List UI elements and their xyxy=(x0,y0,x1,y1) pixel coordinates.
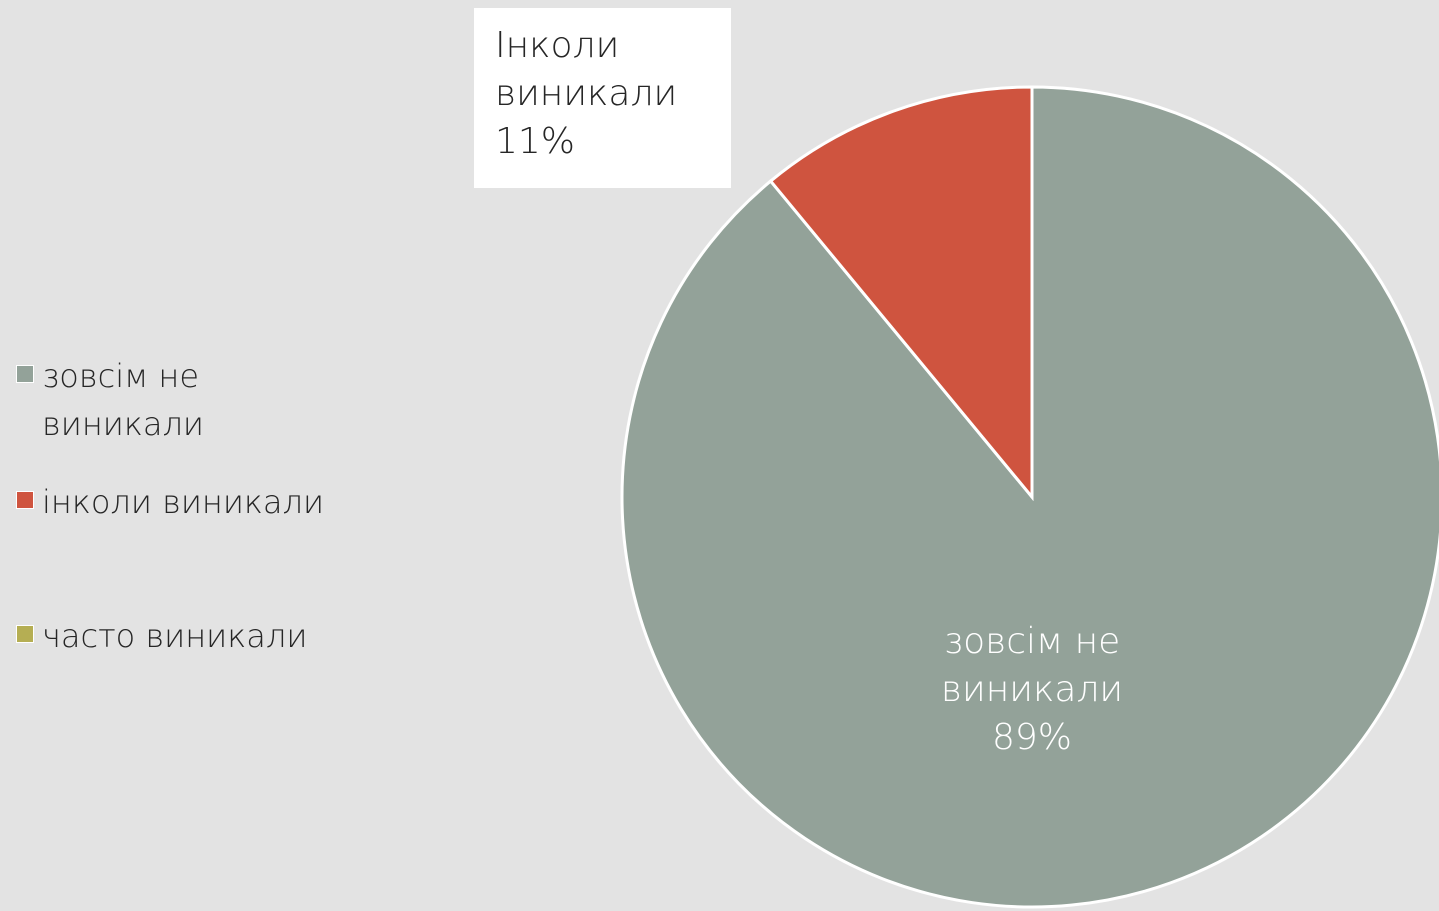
legend-swatch xyxy=(16,625,34,643)
data-label-value: 11% xyxy=(495,121,576,162)
data-label-name: Інколи виникали xyxy=(495,25,678,114)
data-label: зовсім не виникали 89% xyxy=(882,618,1182,762)
legend-label: інколи виникали xyxy=(42,483,325,521)
data-label: Інколи виникали 11% xyxy=(495,22,695,166)
legend-item: інколи виникали xyxy=(16,478,372,526)
legend-label: зовсім не виникали xyxy=(42,357,204,443)
pie-slice xyxy=(768,85,1034,502)
legend-swatch xyxy=(16,365,34,383)
data-label-value: 89% xyxy=(991,717,1072,758)
legend-item: зовсім не виникали xyxy=(16,352,262,448)
data-label-box xyxy=(474,8,731,188)
legend-label: часто виникали xyxy=(42,617,308,655)
data-label-name: зовсім не виникали xyxy=(940,621,1124,710)
legend-item: часто виникали xyxy=(16,612,372,660)
legend-swatch xyxy=(16,491,34,509)
